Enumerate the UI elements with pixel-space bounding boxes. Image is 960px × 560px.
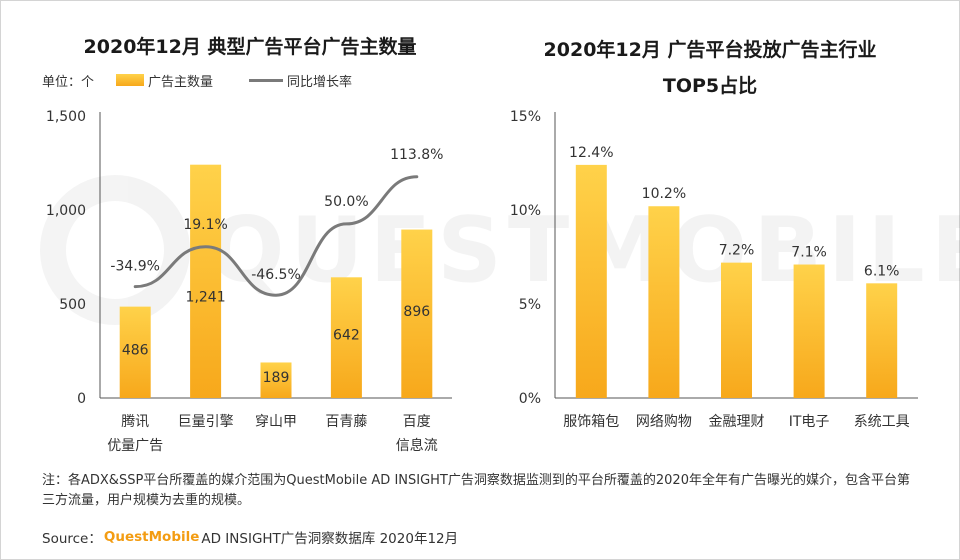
- left-bar: [260, 362, 292, 398]
- growth-rate-label: 113.8%: [390, 147, 443, 163]
- left-x-tick-label: 信息流: [396, 437, 438, 454]
- left-x-tick-label: 百度: [403, 414, 431, 430]
- right-bar-value-label: 10.2%: [642, 186, 686, 202]
- right-chart-title-line1: 2020年12月 广告平台投放广告主行业: [543, 39, 877, 61]
- left-x-tick-label: 百青藤: [325, 414, 367, 430]
- right-y-tick-label: 15%: [510, 109, 541, 125]
- right-bar: [648, 206, 680, 398]
- right-chart-title: 2020年12月 广告平台投放广告主行业 TOP5占比: [500, 32, 920, 104]
- unit-label: 单位：个: [42, 74, 95, 90]
- left-x-tick-label: 优量广告: [107, 438, 163, 454]
- right-y-tick-label: 5%: [519, 297, 541, 313]
- left-chart-legend: 单位：个 广告主数量 同比增长率: [42, 70, 352, 90]
- left-bar-value-label: 189: [263, 370, 290, 386]
- left-bar: [119, 306, 151, 398]
- left-bar: [401, 229, 433, 398]
- left-bar-value-label: 486: [122, 342, 149, 358]
- right-x-tick-label: 网络购物: [636, 414, 692, 430]
- growth-rate-label: 50.0%: [324, 194, 368, 210]
- right-bar-value-label: 6.1%: [864, 263, 900, 279]
- left-x-tick-label: 腾讯: [121, 413, 149, 430]
- source-brand: QuestMobile: [103, 529, 200, 545]
- right-bar-value-label: 12.4%: [569, 145, 613, 161]
- right-bar: [866, 283, 898, 398]
- right-bar-value-label: 7.2%: [719, 243, 755, 259]
- left-x-tick-label: 穿山甲: [255, 414, 297, 430]
- right-bar: [721, 262, 752, 398]
- left-bar-value-label: 896: [403, 304, 430, 320]
- left-chart-title: 2020年12月 典型广告平台广告主数量: [83, 36, 417, 58]
- source-suffix: AD INSIGHT广告洞察数据库 2020年12月: [201, 531, 459, 547]
- right-x-tick-label: 服饰箱包: [563, 414, 619, 430]
- legend-line-label: 同比增长率: [287, 74, 353, 90]
- source-line: Source： QuestMobile AD INSIGHT广告洞察数据库 20…: [42, 527, 458, 547]
- legend-line-swatch: [249, 78, 284, 82]
- growth-rate-label: -46.5%: [251, 267, 301, 283]
- left-bar-value-label: 1,241: [186, 289, 226, 305]
- left-bar: [190, 164, 222, 398]
- legend-bar-swatch: [116, 74, 145, 86]
- source-prefix: Source：: [42, 531, 102, 547]
- right-x-tick-label: 系统工具: [854, 414, 910, 430]
- growth-rate-label: 19.1%: [183, 217, 227, 233]
- right-bar-value-label: 7.1%: [791, 245, 827, 261]
- right-bar: [793, 264, 825, 398]
- right-chart-title-line2: TOP5占比: [662, 75, 758, 97]
- left-y-tick-label: 500: [59, 297, 86, 313]
- right-bar: [575, 164, 607, 398]
- growth-rate-line: [133, 175, 419, 297]
- left-y-tick-label: 1,500: [46, 109, 86, 125]
- right-y-tick-label: 10%: [510, 203, 541, 219]
- right-y-tick-label: 0%: [519, 391, 541, 407]
- growth-rate-label: -34.9%: [110, 259, 160, 275]
- left-x-tick-label: 巨量引擎: [178, 414, 234, 430]
- left-bar-value-label: 642: [333, 328, 360, 344]
- legend-bar-label: 广告主数量: [148, 74, 214, 90]
- right-x-tick-label: IT电子: [789, 414, 830, 430]
- footnote: 注：各ADX&SSP平台所覆盖的媒介范围为QuestMobile AD INSI…: [42, 473, 910, 508]
- left-y-tick-label: 1,000: [46, 203, 86, 219]
- left-bar: [330, 277, 362, 398]
- left-y-tick-label: 0: [77, 391, 86, 407]
- right-x-tick-label: 金融理财: [709, 414, 765, 430]
